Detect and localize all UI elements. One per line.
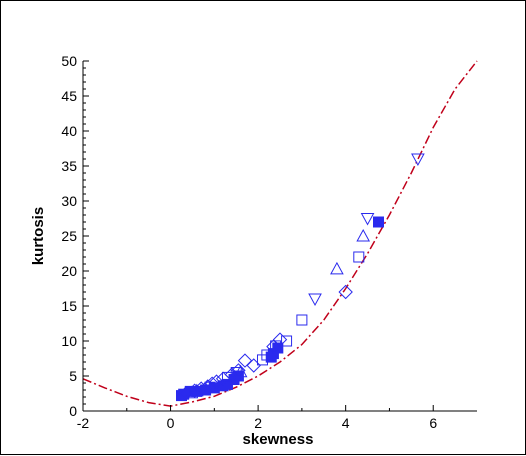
y-tick-label: 30 (61, 193, 77, 209)
open-square-marker (204, 381, 216, 393)
filled-square-marker (232, 370, 244, 382)
x-tick-label: 6 (429, 415, 437, 431)
open-triangle-up-marker (356, 228, 371, 242)
open-diamond-marker (193, 381, 209, 396)
open-triangle-down-marker (411, 153, 425, 167)
open-triangle-up-marker (233, 364, 248, 378)
open-diamond-marker (204, 376, 220, 391)
open-triangle-down-marker (360, 213, 375, 226)
y-tick-label: 40 (61, 123, 77, 139)
y-tick-label: 20 (61, 263, 77, 279)
open-diamond-marker (338, 284, 353, 300)
x-tick-label: 4 (342, 415, 350, 431)
open-square-marker (186, 387, 198, 399)
open-square-marker (353, 251, 365, 263)
open-triangle-up-marker (330, 261, 344, 275)
x-tick-label: -2 (77, 415, 90, 431)
y-tick-label: 45 (61, 88, 77, 104)
filled-square-marker (373, 216, 384, 228)
open-triangle-down-marker (308, 293, 322, 307)
y-tick-label: 10 (61, 333, 77, 349)
open-triangle-up-marker (189, 383, 204, 397)
y-tick-label: 0 (69, 403, 77, 419)
x-axis-title: skewness (243, 431, 314, 448)
open-square-marker (270, 340, 282, 352)
filled-square-marker (272, 342, 284, 354)
open-square-marker (281, 335, 293, 347)
x-tick-label: 2 (254, 415, 262, 431)
open-diamond-marker (209, 374, 224, 389)
open-square-marker (296, 314, 308, 326)
y-tick-label: 25 (61, 228, 77, 244)
y-tick-label: 35 (61, 158, 77, 174)
reference-curve (82, 60, 478, 407)
open-square-marker (261, 349, 273, 361)
x-tick-label: 0 (167, 415, 175, 431)
y-axis-title: kurtosis (30, 207, 47, 265)
open-square-marker (230, 367, 242, 378)
open-diamond-marker (237, 353, 253, 368)
y-tick-label: 5 (69, 368, 77, 384)
open-diamond-marker (178, 386, 194, 401)
open-diamond-marker (246, 358, 261, 373)
y-tick-label: 50 (61, 53, 77, 69)
y-tick-label: 15 (61, 298, 77, 314)
open-diamond-marker (272, 332, 288, 347)
